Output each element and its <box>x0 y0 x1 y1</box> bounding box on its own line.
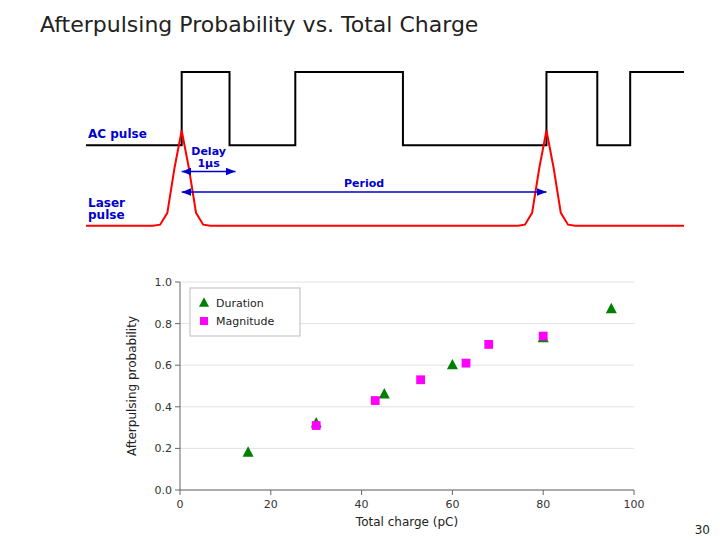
scatter-point <box>462 359 471 368</box>
legend-label: Duration <box>216 297 264 310</box>
x-tick <box>543 490 544 495</box>
y-tick-label: 0.0 <box>155 484 173 497</box>
y-tick <box>175 365 180 366</box>
annotation-text: Delay1μs <box>191 145 226 170</box>
page-number: 30 <box>695 523 710 537</box>
x-tick <box>361 490 362 495</box>
y-axis-label: Afterpulsing probability <box>125 316 139 456</box>
scatter-point <box>243 446 254 456</box>
y-tick-label: 1.0 <box>155 276 173 289</box>
grid-line <box>180 490 634 491</box>
grid-line <box>180 282 634 283</box>
series-label: AC pulse <box>88 127 147 141</box>
y-tick-label: 0.6 <box>155 359 173 372</box>
x-tick-label: 60 <box>445 498 459 511</box>
scatter-point <box>379 388 390 398</box>
chart-root: Afterpulsing Probability vs. Total Charg… <box>0 0 720 540</box>
annotation-arrow <box>182 171 236 172</box>
grid-line <box>180 406 634 407</box>
scatter-point <box>539 332 548 341</box>
x-axis-label: Total charge (pC) <box>355 515 458 529</box>
y-tick <box>175 406 180 407</box>
y-tick <box>175 448 180 449</box>
x-tick-label: 80 <box>536 498 550 511</box>
x-tick-label: 0 <box>177 498 184 511</box>
y-tick <box>175 490 180 491</box>
scatter-point <box>538 332 549 342</box>
x-tick <box>634 490 635 495</box>
legend-swatch <box>200 317 208 325</box>
legend-box <box>190 288 300 336</box>
x-tick-label: 20 <box>264 498 278 511</box>
x-tick <box>270 490 271 495</box>
legend-label: Magnitude <box>216 315 275 328</box>
series-label: Laserpulse <box>88 196 125 222</box>
title: Afterpulsing Probability vs. Total Charg… <box>40 12 478 37</box>
x-tick-label: 100 <box>624 498 645 511</box>
scatter-point <box>416 375 425 384</box>
x-tick-label: 40 <box>355 498 369 511</box>
scatter-point <box>484 340 493 349</box>
scatter-point <box>312 421 321 430</box>
legend: Duration Magnitude <box>190 288 300 336</box>
y-tick-label: 0.2 <box>155 442 173 455</box>
y-tick <box>175 323 180 324</box>
scatter-point <box>447 359 458 369</box>
x-axis-line <box>180 490 634 491</box>
y-axis-line <box>180 282 181 490</box>
scatter-point <box>606 303 617 313</box>
pulse-plot <box>86 72 684 226</box>
pulse-line <box>86 72 684 145</box>
y-tick <box>175 282 180 283</box>
scatter-point <box>371 396 380 405</box>
y-tick-label: 0.8 <box>155 318 173 331</box>
annotation-text: Period <box>344 177 384 190</box>
grid-line <box>180 365 634 366</box>
pulse-line <box>86 131 684 226</box>
y-tick-label: 0.4 <box>155 401 173 414</box>
legend-swatch <box>199 297 209 307</box>
x-tick <box>452 490 453 495</box>
x-tick <box>180 490 181 495</box>
annotation-arrow <box>182 191 547 192</box>
